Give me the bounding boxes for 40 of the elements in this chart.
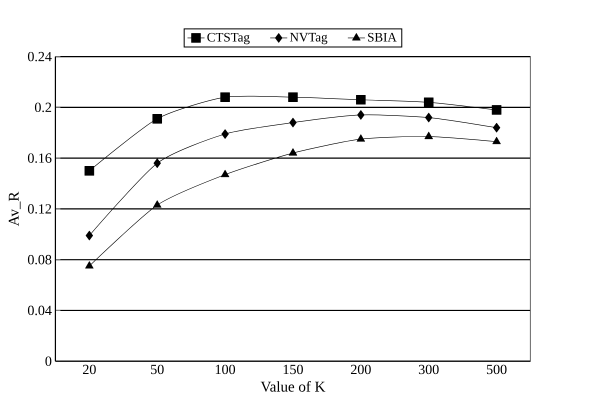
point	[289, 118, 297, 128]
point	[356, 94, 366, 104]
x-axis-title: Value of K	[260, 380, 326, 392]
x-tick-label: 50	[151, 364, 164, 374]
x-tick-label: 200	[350, 364, 371, 374]
y-tick-label: 0.04	[28, 306, 52, 316]
point	[220, 170, 230, 178]
y-tick-label: 0.24	[28, 52, 52, 62]
point	[424, 132, 433, 140]
point	[356, 134, 366, 142]
x-tick-label: 500	[486, 364, 507, 374]
point	[425, 112, 432, 122]
y-tick-label: 0.08	[28, 254, 52, 264]
point	[492, 105, 502, 115]
legend-label: CTSTag	[207, 32, 250, 44]
y-tick-label: 0	[45, 356, 52, 366]
point	[84, 166, 94, 176]
point	[221, 129, 229, 139]
y-tick-label: 0.2	[34, 102, 52, 112]
point	[154, 158, 161, 168]
point	[85, 261, 94, 269]
point	[424, 97, 434, 108]
y-tick-label: 0.16	[28, 153, 52, 163]
point	[492, 136, 501, 144]
legend-label: SBIA	[368, 32, 397, 42]
point	[288, 92, 298, 102]
y-axis-title: Av_R	[8, 192, 21, 226]
point	[288, 148, 298, 156]
x-tick-label: 150	[284, 364, 303, 374]
x-tick-label: 100	[216, 364, 236, 374]
y-tick-label: 0.12	[28, 204, 52, 214]
point	[492, 122, 500, 132]
x-tick-label: 300	[418, 364, 439, 374]
point	[152, 114, 162, 124]
point	[220, 92, 230, 102]
point	[153, 200, 162, 208]
x-tick-label: 20	[82, 364, 96, 374]
point	[86, 230, 94, 240]
legend-label: NVTag	[290, 32, 328, 44]
point	[357, 110, 365, 120]
